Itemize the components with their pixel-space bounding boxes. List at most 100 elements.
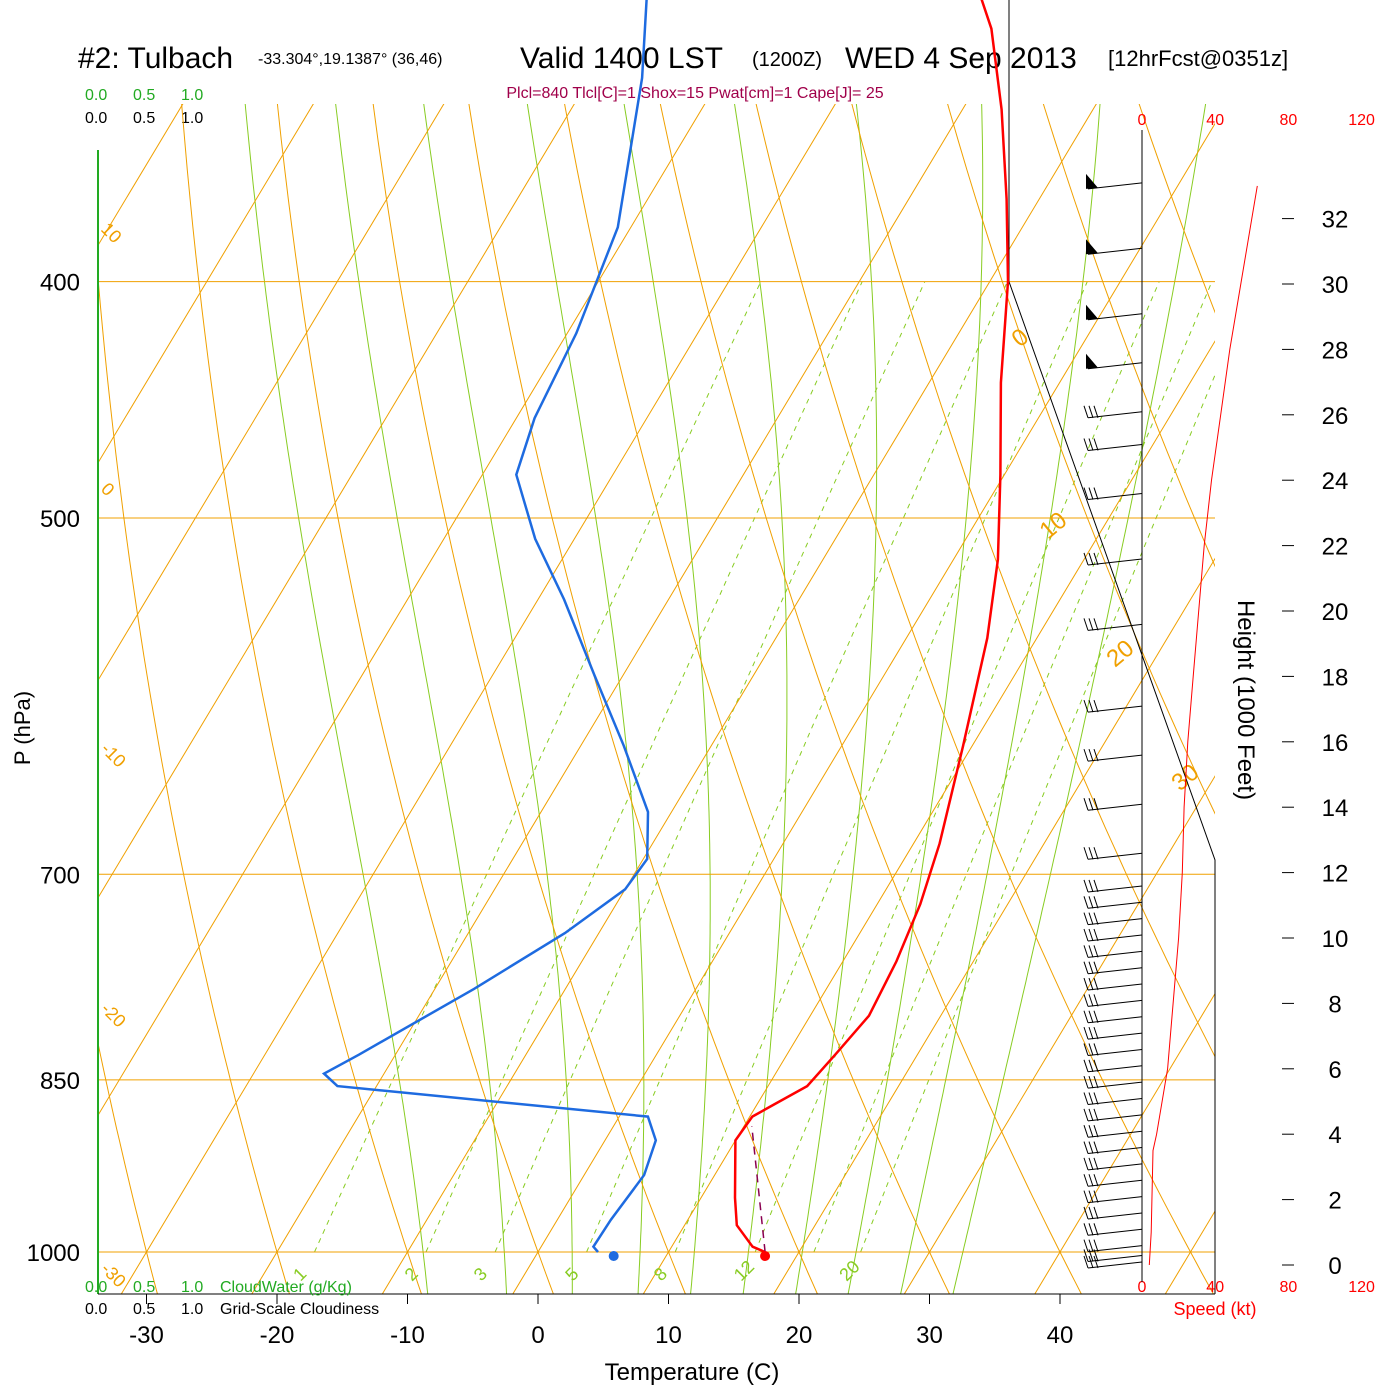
dry-adiabat-line bbox=[276, 104, 554, 1294]
station-title: #2: Tulbach bbox=[78, 42, 233, 75]
x-tick-label: 20 bbox=[786, 1322, 813, 1349]
pressure-tick-label: 1000 bbox=[27, 1240, 80, 1267]
wind-barb-feather bbox=[1093, 748, 1099, 762]
wind-barb bbox=[1083, 879, 1143, 893]
x-tick-label: -10 bbox=[390, 1322, 425, 1349]
bottom-cloudwater-tick: 0.0 bbox=[85, 1279, 107, 1296]
wind-barb-feather bbox=[1093, 879, 1099, 893]
moist-adiabat-line bbox=[847, 104, 984, 1294]
wind-barb-shaft bbox=[1087, 1228, 1143, 1236]
wind-barb-feather bbox=[1093, 1010, 1099, 1023]
wind-barb-feather bbox=[1083, 487, 1089, 500]
wind-barb-feather bbox=[1088, 487, 1094, 500]
dry-adiabats bbox=[98, 0, 1400, 1304]
station-coords: -33.304°,19.1387° (36,46) bbox=[258, 51, 442, 68]
pressure-tick-label: 700 bbox=[40, 862, 80, 889]
valid-date: WED 4 Sep 2013 bbox=[845, 42, 1077, 75]
wind-barb-shaft bbox=[1087, 1179, 1143, 1187]
top-cloudwater-tick: 0.0 bbox=[85, 87, 107, 104]
mixing-ratio-line bbox=[860, 373, 1215, 1253]
dewpoint-profile-line bbox=[321, 0, 658, 1253]
wind-barb-shaft bbox=[1087, 1254, 1143, 1262]
moist-adiabat-line bbox=[335, 104, 508, 1294]
height-tick-label: 20 bbox=[1322, 599, 1349, 626]
top-cloudiness-tick: 0.5 bbox=[133, 110, 155, 127]
top-cloudwater-tick: 1.0 bbox=[181, 87, 203, 104]
wind-barb-feather bbox=[1088, 1043, 1094, 1056]
pressure-tick-label: 850 bbox=[40, 1068, 80, 1095]
wind-speed-line bbox=[1148, 185, 1258, 1266]
isotherm-line bbox=[1290, 0, 1400, 1304]
wind-barb bbox=[1083, 994, 1143, 1007]
wind-barb bbox=[1083, 896, 1143, 909]
wind-barb-feather bbox=[1083, 847, 1089, 860]
height-tick-label: 12 bbox=[1322, 861, 1349, 888]
dry-adiabat-line bbox=[372, 104, 686, 1294]
height-tick-label: 24 bbox=[1322, 468, 1349, 495]
wind-barb-feather bbox=[1083, 1249, 1089, 1262]
wind-barb-feather bbox=[1088, 798, 1094, 811]
mixing-ratio-line bbox=[586, 281, 1008, 1253]
wind-barb-feather bbox=[1083, 1026, 1089, 1040]
speed-tick-label-bottom: 0 bbox=[1138, 1279, 1147, 1296]
wind-barb bbox=[1083, 798, 1143, 811]
wind-barb-shaft bbox=[1087, 852, 1143, 860]
bottom-cloudiness-tick: 1.0 bbox=[181, 1301, 203, 1318]
mixing-ratio-line bbox=[674, 281, 1088, 1253]
wind-barb bbox=[1083, 961, 1143, 975]
dry-adiabat-line bbox=[98, 1040, 158, 1294]
dry-adiabat-line bbox=[468, 104, 818, 1294]
wind-barb-shaft bbox=[1087, 1048, 1143, 1056]
wind-barb-feather bbox=[1093, 945, 1099, 958]
isotherm-label: -10 bbox=[97, 739, 130, 772]
wind-barb-feather bbox=[1088, 977, 1094, 991]
wind-barb-feather bbox=[1088, 1190, 1094, 1203]
wind-barb-feather bbox=[1088, 618, 1094, 631]
wind-barb-feather bbox=[1083, 1157, 1089, 1171]
wind-barb-feather bbox=[1093, 618, 1099, 631]
speed-tick-label-bottom: 40 bbox=[1206, 1279, 1224, 1296]
wind-barb-feather bbox=[1088, 1174, 1094, 1187]
wind-barb-feather bbox=[1093, 1249, 1099, 1262]
wind-barb bbox=[1083, 487, 1143, 501]
wind-barb-feather bbox=[1083, 1223, 1089, 1236]
wind-barb-shaft bbox=[1087, 1130, 1143, 1138]
wind-barb-feather bbox=[1083, 798, 1089, 811]
isotherm-line bbox=[98, 104, 445, 682]
wind-barb bbox=[1083, 977, 1143, 991]
moist-adiabat-line bbox=[623, 104, 711, 1294]
wind-barb bbox=[1083, 1255, 1143, 1269]
wind-barb-shaft bbox=[1087, 411, 1143, 419]
isotherm-line bbox=[0, 0, 114, 1304]
wind-barb bbox=[1083, 928, 1143, 942]
wind-barb bbox=[1083, 1157, 1143, 1171]
dry-adiabat-line bbox=[1307, 0, 1400, 1304]
isotherm-line bbox=[98, 104, 314, 464]
speed-tick-label-top: 80 bbox=[1280, 112, 1298, 129]
wind-barb-feather bbox=[1093, 1255, 1099, 1269]
wind-barb-feather bbox=[1083, 896, 1089, 909]
cloudwater-label: CloudWater (g/Kg) bbox=[220, 1279, 352, 1296]
wind-barb-feather bbox=[1093, 1092, 1099, 1105]
wind-barb-feather bbox=[1088, 1239, 1094, 1252]
wind-barb-feather bbox=[1093, 1108, 1099, 1122]
wind-barb-shaft bbox=[1087, 444, 1143, 451]
wind-barb-shaft bbox=[1087, 1196, 1143, 1204]
dry-adiabat-label: 0 bbox=[1007, 323, 1035, 352]
isotherm-line bbox=[251, 104, 967, 1294]
mixing-ratio-line bbox=[494, 281, 926, 1253]
dry-adiabat-label: 10 bbox=[1035, 507, 1073, 545]
wind-barb bbox=[1083, 552, 1143, 566]
wind-barb bbox=[1083, 1092, 1143, 1105]
top-cloudiness-tick: 1.0 bbox=[181, 110, 203, 127]
moist-adiabat-line bbox=[244, 104, 429, 1294]
isotherm-line bbox=[98, 104, 184, 247]
wind-barb-feather bbox=[1093, 977, 1099, 991]
wind-barb-feather bbox=[1083, 961, 1089, 974]
bottom-cloudiness-tick: 0.5 bbox=[133, 1301, 155, 1318]
zulu-time: (1200Z) bbox=[752, 49, 822, 71]
wind-barb bbox=[1083, 1174, 1143, 1187]
temperature-profile-line bbox=[733, 0, 1010, 1254]
